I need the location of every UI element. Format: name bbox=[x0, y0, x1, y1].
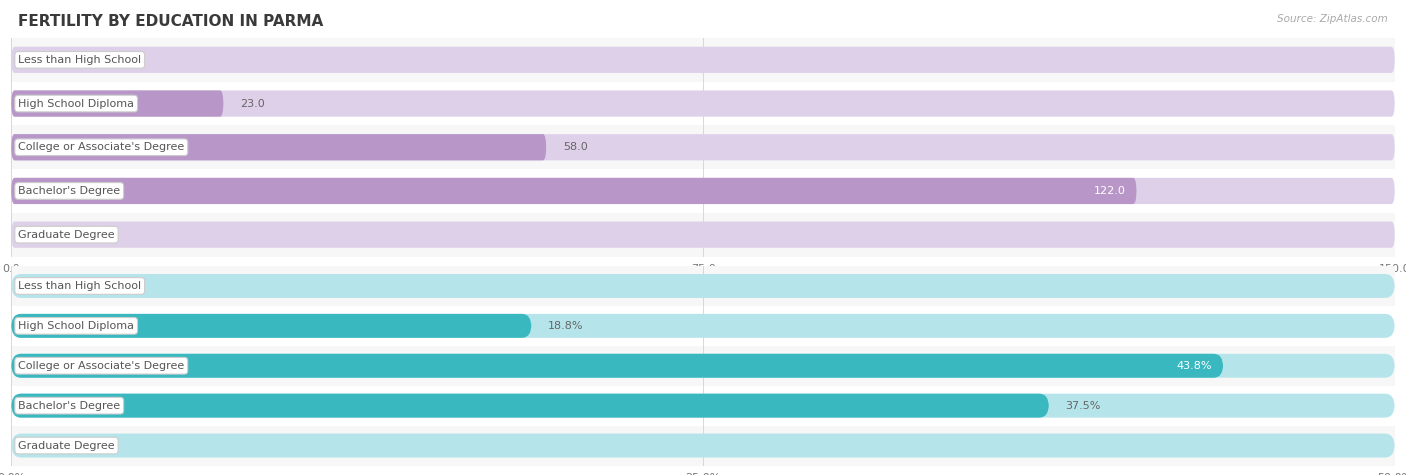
Bar bbox=[11, 306, 1395, 346]
Bar bbox=[11, 426, 1395, 466]
FancyBboxPatch shape bbox=[11, 434, 1395, 457]
Bar bbox=[11, 213, 1395, 256]
FancyBboxPatch shape bbox=[11, 178, 1395, 204]
Text: High School Diploma: High School Diploma bbox=[18, 321, 134, 331]
Text: FERTILITY BY EDUCATION IN PARMA: FERTILITY BY EDUCATION IN PARMA bbox=[18, 14, 323, 29]
Text: High School Diploma: High School Diploma bbox=[18, 98, 134, 109]
Text: Bachelor's Degree: Bachelor's Degree bbox=[18, 186, 121, 196]
FancyBboxPatch shape bbox=[11, 134, 546, 161]
Text: Bachelor's Degree: Bachelor's Degree bbox=[18, 400, 121, 411]
Bar bbox=[11, 82, 1395, 125]
Bar bbox=[11, 266, 1395, 306]
Text: 122.0: 122.0 bbox=[1094, 186, 1125, 196]
FancyBboxPatch shape bbox=[11, 354, 1223, 378]
Text: 0.0%: 0.0% bbox=[28, 281, 56, 291]
FancyBboxPatch shape bbox=[11, 314, 1395, 338]
Text: 23.0: 23.0 bbox=[240, 98, 264, 109]
Text: 0.0: 0.0 bbox=[28, 55, 45, 65]
Text: Source: ZipAtlas.com: Source: ZipAtlas.com bbox=[1277, 14, 1388, 24]
FancyBboxPatch shape bbox=[11, 394, 1395, 418]
Text: Graduate Degree: Graduate Degree bbox=[18, 440, 115, 451]
Text: Less than High School: Less than High School bbox=[18, 281, 141, 291]
Text: 0.0: 0.0 bbox=[28, 229, 45, 240]
FancyBboxPatch shape bbox=[11, 354, 1395, 378]
Bar bbox=[11, 169, 1395, 213]
Text: 18.8%: 18.8% bbox=[548, 321, 583, 331]
Text: College or Associate's Degree: College or Associate's Degree bbox=[18, 142, 184, 152]
Bar bbox=[11, 386, 1395, 426]
FancyBboxPatch shape bbox=[11, 134, 1395, 161]
Text: 58.0: 58.0 bbox=[562, 142, 588, 152]
Text: College or Associate's Degree: College or Associate's Degree bbox=[18, 361, 184, 371]
FancyBboxPatch shape bbox=[11, 90, 224, 117]
Bar bbox=[11, 38, 1395, 82]
FancyBboxPatch shape bbox=[11, 221, 1395, 248]
FancyBboxPatch shape bbox=[11, 47, 1395, 73]
Text: Graduate Degree: Graduate Degree bbox=[18, 229, 115, 240]
FancyBboxPatch shape bbox=[11, 274, 1395, 298]
Text: 0.0%: 0.0% bbox=[28, 440, 56, 451]
Bar bbox=[11, 346, 1395, 386]
FancyBboxPatch shape bbox=[11, 394, 1049, 418]
Text: 43.8%: 43.8% bbox=[1177, 361, 1212, 371]
Bar bbox=[11, 125, 1395, 169]
FancyBboxPatch shape bbox=[11, 90, 1395, 117]
FancyBboxPatch shape bbox=[11, 314, 531, 338]
Text: 37.5%: 37.5% bbox=[1066, 400, 1101, 411]
FancyBboxPatch shape bbox=[11, 178, 1136, 204]
Text: Less than High School: Less than High School bbox=[18, 55, 141, 65]
